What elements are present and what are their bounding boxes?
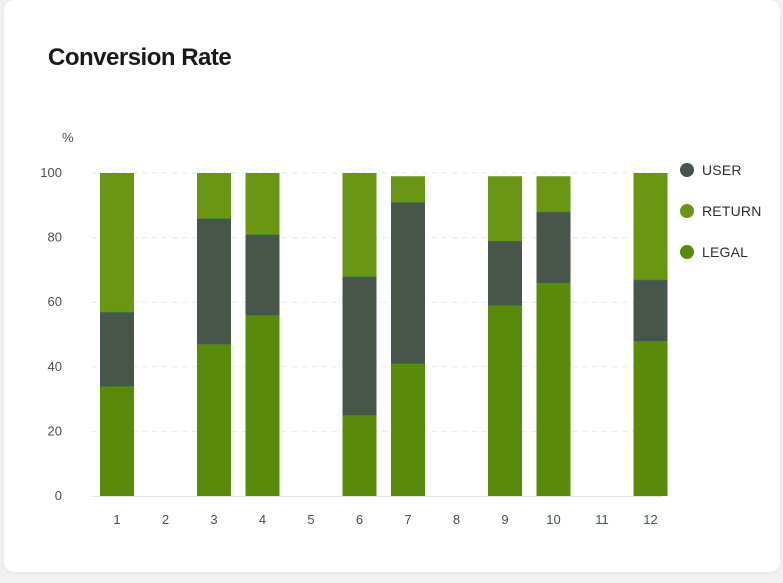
bar-segment-user[interactable] (391, 202, 425, 364)
y-axis-unit-label: % (62, 130, 74, 145)
y-tick-label: 60 (48, 294, 62, 309)
legend-swatch-icon (680, 163, 694, 177)
bar-segment-return[interactable] (245, 173, 280, 235)
y-tick-label: 80 (48, 230, 62, 245)
x-tick-label: 12 (643, 512, 657, 527)
bar-segment-user[interactable] (342, 276, 377, 416)
legend-item-user[interactable]: USER (680, 158, 762, 182)
bar-segment-user[interactable] (536, 211, 571, 283)
x-tick-label: 11 (595, 512, 609, 527)
legend-swatch-icon (680, 245, 694, 259)
bar-segment-return[interactable] (100, 173, 134, 312)
x-tick-label: 1 (113, 512, 120, 527)
bar-segment-legal[interactable] (633, 340, 668, 496)
bar-segment-legal[interactable] (245, 315, 280, 496)
x-tick-label: 7 (404, 512, 411, 527)
bar-segment-return[interactable] (197, 173, 231, 219)
bar-segment-user[interactable] (633, 279, 668, 341)
legend-item-legal[interactable]: LEGAL (680, 240, 762, 264)
bar-segment-legal[interactable] (391, 363, 425, 496)
legend-item-return[interactable]: RETURN (680, 199, 762, 223)
x-tick-label: 4 (259, 512, 266, 527)
bar-segment-return[interactable] (391, 176, 425, 203)
x-tick-label: 3 (210, 512, 217, 527)
x-tick-label: 8 (453, 512, 460, 527)
bar-segment-legal[interactable] (342, 415, 377, 496)
bar-segment-legal[interactable] (100, 386, 134, 496)
chart-title: Conversion Rate (48, 44, 232, 71)
legend-label: USER (702, 162, 742, 178)
bar-segment-legal[interactable] (197, 344, 231, 496)
bar-segment-return[interactable] (536, 176, 571, 212)
y-tick-label: 40 (48, 359, 62, 374)
grid-lines (92, 172, 662, 432)
bar-segment-return[interactable] (342, 173, 377, 277)
bar-segment-user[interactable] (245, 234, 280, 316)
y-tick-label: 100 (40, 165, 62, 180)
bar-segment-legal[interactable] (488, 305, 522, 496)
x-tick-label: 5 (307, 512, 314, 527)
bar-segment-return[interactable] (488, 176, 522, 241)
x-tick-label: 10 (546, 512, 560, 527)
bar-stacks (100, 173, 668, 496)
bar-segment-legal[interactable] (536, 282, 571, 496)
y-tick-label: 20 (48, 423, 62, 438)
legend-label: LEGAL (702, 244, 749, 260)
legend-swatch-icon (680, 204, 694, 218)
y-tick-label: 0 (55, 488, 62, 503)
x-tick-label: 2 (162, 512, 169, 527)
bar-segment-user[interactable] (197, 218, 231, 345)
bar-segment-return[interactable] (633, 173, 668, 280)
x-tick-label: 6 (356, 512, 363, 527)
x-tick-label: 9 (501, 512, 508, 527)
bar-segment-user[interactable] (100, 311, 134, 387)
bar-segment-user[interactable] (488, 240, 522, 306)
legend-label: RETURN (702, 203, 762, 219)
chart-legend: USER RETURN LEGAL (680, 158, 762, 281)
